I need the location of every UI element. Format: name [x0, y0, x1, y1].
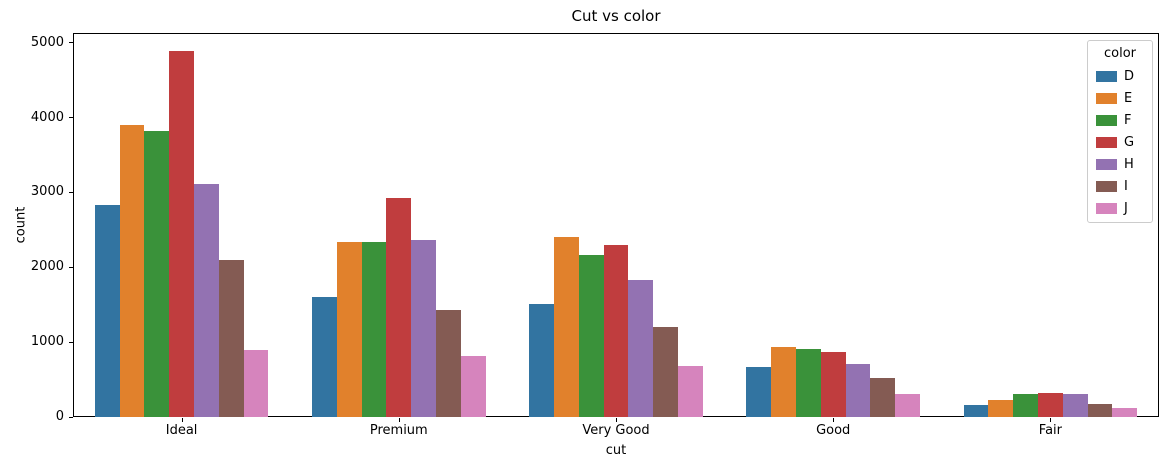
legend-label-G: G [1124, 135, 1135, 150]
y-tick-mark-2000 [69, 266, 73, 268]
legend-label-H: H [1124, 157, 1134, 172]
y-tick-mark-5000 [69, 42, 73, 44]
x-tick-label-fair: Fair [1038, 423, 1062, 438]
legend-entry-I: I [1096, 180, 1144, 193]
legend-entry-J: J [1096, 202, 1144, 215]
legend-swatch-icon-D [1096, 71, 1117, 82]
bar-good-G [820, 351, 846, 417]
chart-title: Cut vs color [571, 7, 661, 25]
legend-label-I: I [1124, 179, 1128, 194]
bar-fair-F [1013, 393, 1038, 417]
legend-label-D: D [1124, 69, 1135, 84]
bar-very-good-E [553, 237, 579, 417]
bar-premium-F [361, 242, 387, 417]
bar-premium-I [436, 310, 461, 417]
y-tick-label-1000: 1000 [30, 334, 64, 350]
y-axis-label: count [13, 206, 29, 244]
y-tick-label-4000: 4000 [30, 109, 64, 125]
legend-title: color [1103, 46, 1136, 61]
y-tick-mark-1000 [69, 341, 73, 343]
legend-label-E: E [1124, 91, 1133, 106]
legend-swatch-icon-G [1096, 137, 1117, 148]
bar-very-good-G [603, 244, 629, 417]
bar-fair-D [963, 404, 989, 417]
bar-fair-E [988, 400, 1014, 417]
bar-premium-G [386, 198, 412, 417]
x-tick-mark-very-good [616, 418, 617, 422]
x-tick-label-premium: Premium [369, 423, 428, 438]
bar-very-good-I [653, 326, 679, 417]
bar-very-good-D [529, 303, 554, 417]
x-tick-label-very-good: Very Good [582, 423, 650, 438]
bar-good-H [845, 364, 871, 417]
bar-ideal-F [144, 130, 170, 417]
bar-premium-E [336, 242, 362, 417]
x-tick-mark-good [833, 418, 835, 422]
bar-good-I [870, 377, 896, 417]
y-tick-mark-3000 [69, 191, 73, 193]
legend-entry-G: G [1096, 136, 1144, 149]
y-tick-label-0: 0 [55, 409, 64, 424]
bar-fair-J [1112, 408, 1138, 417]
legend-entry-D: D [1096, 70, 1144, 83]
bar-premium-H [411, 240, 437, 417]
bar-ideal-J [243, 349, 269, 417]
bar-ideal-E [119, 124, 145, 417]
y-tick-mark-4000 [69, 117, 73, 118]
legend-entry-H: H [1096, 158, 1144, 171]
bar-ideal-D [94, 204, 120, 417]
x-tick-label-ideal: Ideal [165, 423, 198, 438]
bar-ideal-I [218, 260, 244, 417]
y-tick-label-5000: 5000 [30, 34, 64, 50]
bar-good-F [795, 348, 821, 417]
x-axis-label: cut [605, 443, 627, 458]
y-tick-label-2000: 2000 [30, 259, 64, 275]
x-tick-label-good: Good [816, 423, 851, 438]
legend-label-F: F [1124, 113, 1132, 128]
legend-entry-E: E [1096, 92, 1144, 105]
bar-ideal-G [169, 51, 194, 417]
x-tick-mark-fair [1050, 418, 1052, 422]
legend-entry-F: F [1096, 114, 1144, 127]
bar-very-good-H [628, 280, 654, 417]
bar-fair-G [1037, 393, 1063, 417]
y-tick-mark-0 [69, 416, 73, 418]
bar-very-good-F [578, 254, 604, 417]
legend-swatch-icon-H [1096, 159, 1117, 170]
legend-swatch-icon-I [1096, 181, 1117, 192]
bar-good-E [771, 347, 796, 417]
bar-good-J [895, 394, 921, 417]
bar-very-good-J [678, 366, 703, 417]
bar-premium-J [460, 356, 486, 417]
legend-swatch-icon-F [1096, 115, 1117, 126]
bar-good-D [746, 367, 772, 417]
legend-swatch-icon-E [1096, 93, 1117, 104]
bar-ideal-H [194, 183, 219, 417]
y-tick-label-3000: 3000 [30, 184, 64, 200]
bar-fair-H [1062, 394, 1088, 417]
bar-premium-D [311, 296, 337, 417]
x-tick-mark-premium [398, 418, 400, 422]
x-tick-mark-ideal [181, 418, 183, 422]
legend-label-J: J [1124, 201, 1128, 216]
legend-swatch-icon-J [1096, 203, 1117, 214]
bar-fair-I [1087, 403, 1113, 417]
